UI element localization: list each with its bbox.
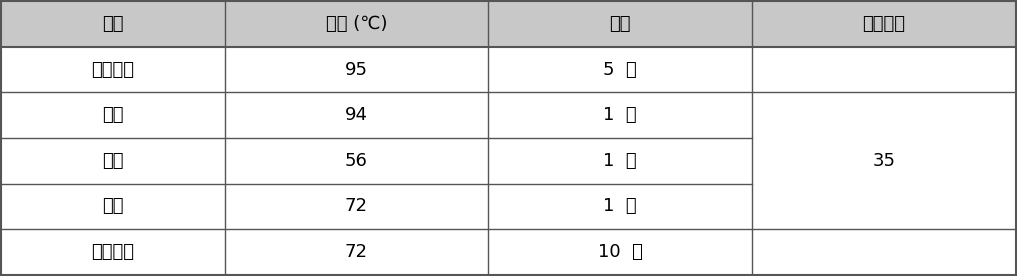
FancyBboxPatch shape: [752, 92, 1016, 138]
FancyBboxPatch shape: [225, 1, 488, 47]
Text: 온도 (℃): 온도 (℃): [325, 15, 387, 33]
Text: 시간: 시간: [609, 15, 631, 33]
Text: 94: 94: [345, 106, 368, 124]
FancyBboxPatch shape: [488, 229, 752, 275]
Text: 반응회수: 반응회수: [862, 15, 905, 33]
Text: 결합: 결합: [102, 152, 124, 170]
Text: 72: 72: [345, 243, 368, 261]
FancyBboxPatch shape: [752, 184, 1016, 229]
Text: 56: 56: [345, 152, 368, 170]
FancyBboxPatch shape: [1, 1, 225, 47]
FancyBboxPatch shape: [488, 184, 752, 229]
Text: 초기변성: 초기변성: [92, 61, 134, 79]
FancyBboxPatch shape: [225, 229, 488, 275]
Text: 1  분: 1 분: [603, 106, 637, 124]
Text: 5  분: 5 분: [603, 61, 637, 79]
FancyBboxPatch shape: [225, 184, 488, 229]
FancyBboxPatch shape: [488, 138, 752, 184]
FancyBboxPatch shape: [1, 229, 225, 275]
FancyBboxPatch shape: [752, 47, 1016, 92]
Text: 1  분: 1 분: [603, 152, 637, 170]
FancyBboxPatch shape: [752, 138, 1016, 184]
FancyBboxPatch shape: [488, 1, 752, 47]
FancyBboxPatch shape: [1, 184, 225, 229]
FancyBboxPatch shape: [1, 47, 225, 92]
FancyBboxPatch shape: [225, 47, 488, 92]
FancyBboxPatch shape: [752, 229, 1016, 275]
FancyBboxPatch shape: [1, 92, 225, 138]
Text: 최종신장: 최종신장: [92, 243, 134, 261]
Text: 95: 95: [345, 61, 368, 79]
Text: 구분: 구분: [102, 15, 124, 33]
Text: 변성: 변성: [102, 106, 124, 124]
FancyBboxPatch shape: [225, 92, 488, 138]
FancyBboxPatch shape: [1, 138, 225, 184]
Text: 35: 35: [873, 152, 895, 170]
Text: 신장: 신장: [102, 197, 124, 215]
FancyBboxPatch shape: [752, 1, 1016, 47]
Text: 1  분: 1 분: [603, 197, 637, 215]
FancyBboxPatch shape: [488, 47, 752, 92]
Text: 72: 72: [345, 197, 368, 215]
FancyBboxPatch shape: [225, 138, 488, 184]
FancyBboxPatch shape: [488, 92, 752, 138]
Text: 10  분: 10 분: [598, 243, 643, 261]
